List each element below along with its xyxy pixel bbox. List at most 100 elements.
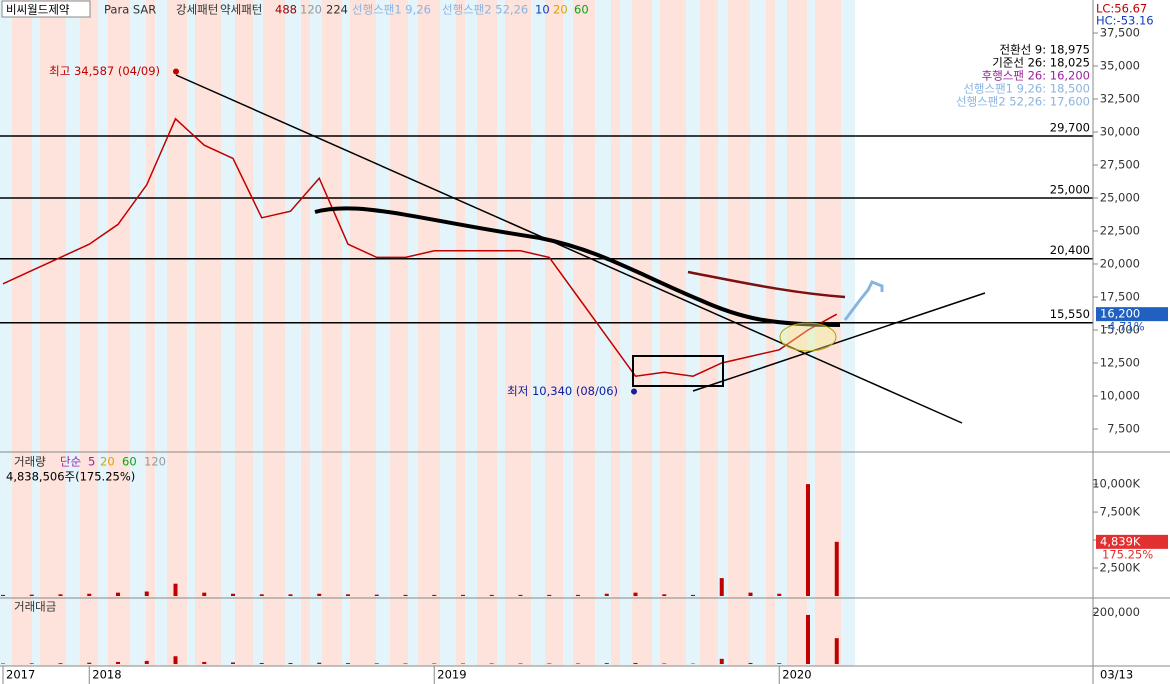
bar bbox=[719, 658, 724, 664]
stripe bbox=[465, 0, 477, 666]
bar bbox=[691, 594, 695, 596]
annotation: 최고 34,587 (04/09) bbox=[49, 64, 160, 78]
stripe bbox=[440, 0, 456, 666]
indicator: 선행스팬2 52,26 bbox=[442, 3, 528, 17]
y-tick-label: 12,500 bbox=[1100, 356, 1140, 370]
moving-average bbox=[687, 270, 846, 299]
stripe bbox=[390, 0, 408, 666]
y-tick-label: 27,500 bbox=[1100, 158, 1140, 172]
stripe bbox=[40, 0, 66, 666]
stripe bbox=[477, 0, 497, 666]
extreme-marker bbox=[173, 68, 179, 75]
level-label: 15,550 bbox=[1050, 307, 1090, 321]
stripe bbox=[766, 0, 775, 666]
bar bbox=[432, 594, 437, 596]
stripe bbox=[98, 0, 108, 666]
bar bbox=[604, 593, 609, 596]
bar bbox=[29, 663, 34, 664]
stripe bbox=[611, 0, 620, 666]
indicator: 60 bbox=[574, 3, 589, 17]
stripe bbox=[146, 0, 155, 666]
bar bbox=[202, 661, 207, 664]
bar bbox=[259, 662, 264, 664]
bar bbox=[259, 594, 264, 596]
bar bbox=[834, 541, 839, 596]
y-tick-label: 17,500 bbox=[1100, 290, 1140, 304]
bar bbox=[173, 583, 178, 596]
stripe bbox=[531, 0, 545, 666]
stripe bbox=[155, 0, 167, 666]
legend-item: 20 bbox=[100, 455, 115, 469]
price-change: -4.71% bbox=[1104, 320, 1145, 334]
stripe bbox=[130, 0, 146, 666]
y-tick-label: 15,000 bbox=[1100, 323, 1140, 337]
stripe bbox=[80, 0, 98, 666]
stripe bbox=[686, 0, 700, 666]
stripe bbox=[545, 0, 563, 666]
y-tick-label: 22,500 bbox=[1100, 224, 1140, 238]
indicator: 10 bbox=[535, 3, 550, 17]
x-tick-label: 2020 bbox=[782, 668, 811, 682]
bar bbox=[346, 594, 350, 596]
info-line: 선행스팬2 52,26: 17,600 bbox=[956, 95, 1090, 109]
pane-title: 거래량 bbox=[14, 455, 46, 469]
stripe bbox=[32, 0, 40, 666]
bar bbox=[317, 593, 322, 596]
bar bbox=[29, 594, 34, 596]
stripe bbox=[221, 0, 235, 666]
stripe bbox=[376, 0, 390, 666]
bar bbox=[403, 594, 408, 596]
stock-box[interactable] bbox=[1, 0, 91, 18]
stripe bbox=[728, 0, 750, 666]
indicator: 강세패턴 bbox=[176, 3, 218, 17]
stripe bbox=[505, 0, 531, 666]
bar bbox=[633, 592, 638, 596]
bar bbox=[87, 662, 92, 664]
volume-ratio: 175.25% bbox=[1102, 547, 1153, 561]
stripe bbox=[322, 0, 342, 666]
stripe bbox=[310, 0, 322, 666]
bar bbox=[231, 593, 235, 596]
bar bbox=[58, 663, 63, 664]
bar bbox=[834, 638, 839, 664]
legend-item: 60 bbox=[122, 455, 137, 469]
stripe bbox=[408, 0, 418, 666]
box-pattern bbox=[632, 355, 724, 387]
bar bbox=[346, 663, 350, 664]
x-tick-label: 2017 bbox=[6, 668, 35, 682]
bar bbox=[748, 592, 753, 596]
highlight-ellipse bbox=[779, 322, 837, 352]
bar bbox=[374, 594, 379, 596]
x-tick-label: 2019 bbox=[437, 668, 466, 682]
y-tick-label: 35,000 bbox=[1100, 59, 1140, 73]
pane-title: 거래대금 bbox=[14, 600, 56, 614]
stripe bbox=[66, 0, 80, 666]
bar bbox=[777, 663, 782, 664]
stripe bbox=[235, 0, 253, 666]
current-price-box bbox=[1096, 307, 1168, 322]
stripe bbox=[787, 0, 807, 666]
stripe bbox=[253, 0, 263, 666]
stock-name[interactable]: 비씨월드제약 bbox=[6, 3, 70, 17]
y-tick-label: 20,000 bbox=[1100, 257, 1140, 271]
level-label: 29,700 bbox=[1050, 120, 1090, 134]
bar bbox=[806, 614, 810, 664]
bar bbox=[432, 663, 437, 664]
bar bbox=[231, 662, 235, 664]
bar bbox=[403, 663, 408, 664]
bar bbox=[288, 662, 293, 664]
bar bbox=[144, 591, 149, 596]
stripe bbox=[807, 0, 815, 666]
lc-value: LC:56.67 bbox=[1096, 2, 1147, 16]
bar bbox=[806, 484, 810, 596]
stripe bbox=[497, 0, 505, 666]
info-line: 선행스팬1 9,26: 18,500 bbox=[963, 82, 1090, 96]
current-price: 16,200 bbox=[1100, 307, 1140, 321]
pattern-stripes bbox=[0, 0, 855, 666]
y-tick-label: 25,000 bbox=[1100, 191, 1140, 205]
stripe bbox=[301, 0, 310, 666]
bar bbox=[633, 662, 638, 664]
trend-line bbox=[175, 74, 963, 424]
stripe bbox=[0, 0, 12, 666]
